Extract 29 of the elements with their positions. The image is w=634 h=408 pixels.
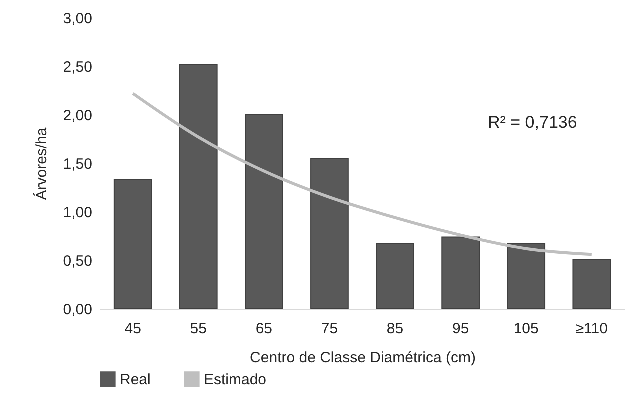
x-tick-label: 65 [256, 320, 273, 338]
line-series [132, 92, 594, 256]
x-tick-label: 95 [452, 320, 470, 338]
bar [245, 114, 284, 310]
y-tick-label: 0,50 [63, 253, 92, 270]
bar [310, 158, 349, 310]
y-axis-title: Árvores/ha [32, 127, 50, 200]
legend-label: Estimado [204, 371, 267, 388]
bar [114, 179, 152, 310]
x-tick-label: ≥110 [576, 320, 608, 338]
bar [442, 236, 480, 310]
bar [179, 64, 218, 310]
y-tick-label: 2,00 [63, 108, 92, 124]
x-tick-label: 45 [124, 320, 142, 338]
x-axis-title: Centro de Classe Diamétrica (cm) [250, 350, 476, 366]
x-tick-label: 105 [514, 320, 539, 338]
y-tick-label: 1,50 [63, 156, 92, 173]
y-tick-label: 2,50 [63, 59, 92, 76]
bar [507, 244, 546, 310]
y-tick-label: 0,00 [63, 302, 92, 318]
x-tick-label: 85 [386, 320, 404, 338]
x-tick-label: 75 [321, 320, 338, 338]
legend-label: Real [120, 371, 151, 388]
bar [572, 259, 612, 310]
x-tick-label: 55 [190, 320, 207, 338]
y-tick-label: 1,00 [63, 204, 92, 222]
annotation: R² = 0,7136 [488, 113, 578, 132]
y-tick-label: 3,00 [63, 10, 92, 28]
bar [376, 244, 414, 310]
